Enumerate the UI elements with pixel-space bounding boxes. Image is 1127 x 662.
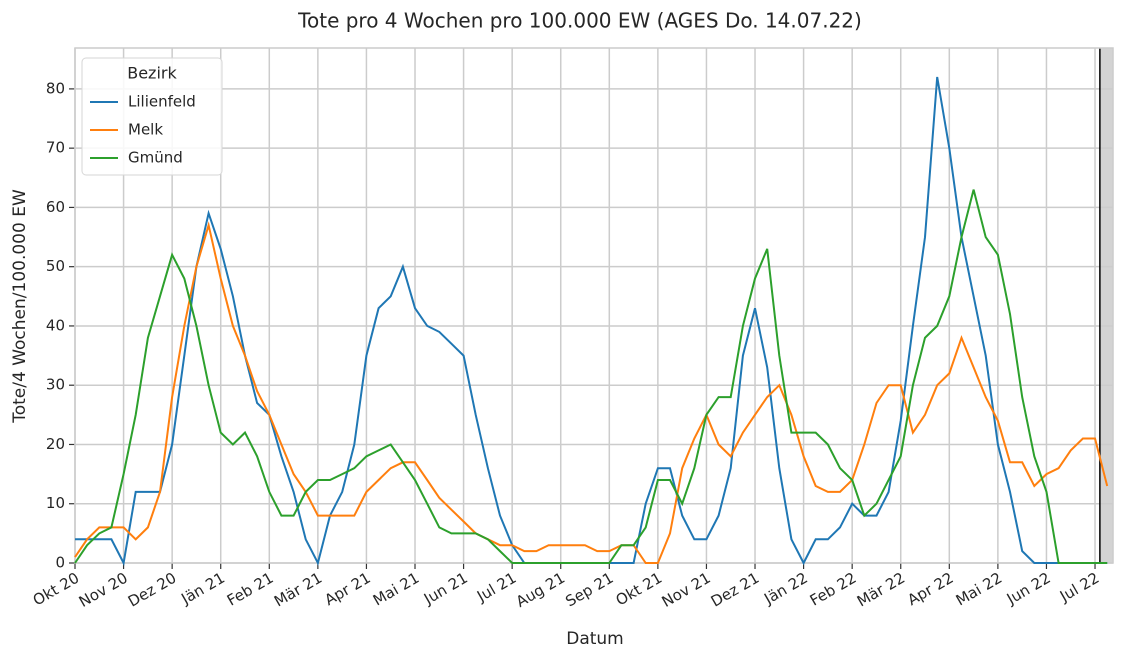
y-axis-label: Tote/4 Wochen/100.000 EW [10, 189, 30, 424]
y-tick-label: 50 [46, 257, 65, 275]
data-line [74, 221, 1109, 564]
x-tick-label: Dez 21 [708, 569, 762, 611]
legend-label: Lilienfeld [128, 93, 196, 111]
x-tick-label: Jän 21 [177, 569, 228, 609]
x-tick-label: Feb 21 [224, 569, 277, 610]
x-tick-label: Jän 22 [760, 569, 811, 609]
x-tick-label: Apr 22 [904, 569, 956, 609]
x-tick-label: Feb 22 [807, 569, 860, 610]
x-tick-label: Mai 21 [370, 569, 422, 610]
x-axis-label: Datum [566, 629, 624, 649]
x-tick-label: Aug 21 [513, 569, 568, 611]
plot-frame [74, 47, 1114, 564]
y-tick-label: 60 [46, 198, 65, 216]
data-line [74, 189, 1108, 564]
y-tick-label: 40 [46, 316, 65, 334]
y-tick-label: 80 [46, 79, 65, 97]
x-tick-label: Apr 21 [322, 569, 374, 609]
legend-label: Melk [128, 121, 163, 139]
x-tick-label: Jul 22 [1056, 569, 1102, 606]
legend-box [81, 57, 223, 176]
legend-title: Bezirk [127, 64, 177, 83]
x-tick-label: Mär 22 [854, 569, 908, 611]
x-tick-label: Jun 21 [420, 569, 471, 609]
y-tick-label: 10 [46, 494, 65, 512]
x-tick-label: Nov 21 [659, 569, 714, 611]
x-tick-label: Okt 21 [613, 569, 666, 610]
x-tick-label: Nov 20 [76, 569, 131, 611]
y-tick-label: 0 [55, 554, 65, 572]
chart-title: Tote pro 4 Wochen pro 100.000 EW (AGES D… [297, 9, 862, 33]
x-tick-label: Mär 21 [271, 569, 325, 611]
y-tick-label: 20 [46, 435, 65, 453]
x-tick-label: Jul 21 [473, 569, 519, 606]
x-tick-label: Sep 21 [562, 569, 616, 611]
y-tick-label: 30 [46, 376, 65, 394]
x-tick-label: Dez 20 [125, 569, 179, 611]
y-tick-label: 70 [46, 139, 65, 157]
x-tick-label: Jun 22 [1003, 569, 1054, 609]
shade [1099, 48, 1113, 563]
legend-label: Gmünd [128, 149, 183, 167]
data-line [75, 76, 1108, 567]
x-tick-label: Okt 20 [30, 569, 83, 610]
x-tick-label: Mai 22 [953, 569, 1005, 610]
